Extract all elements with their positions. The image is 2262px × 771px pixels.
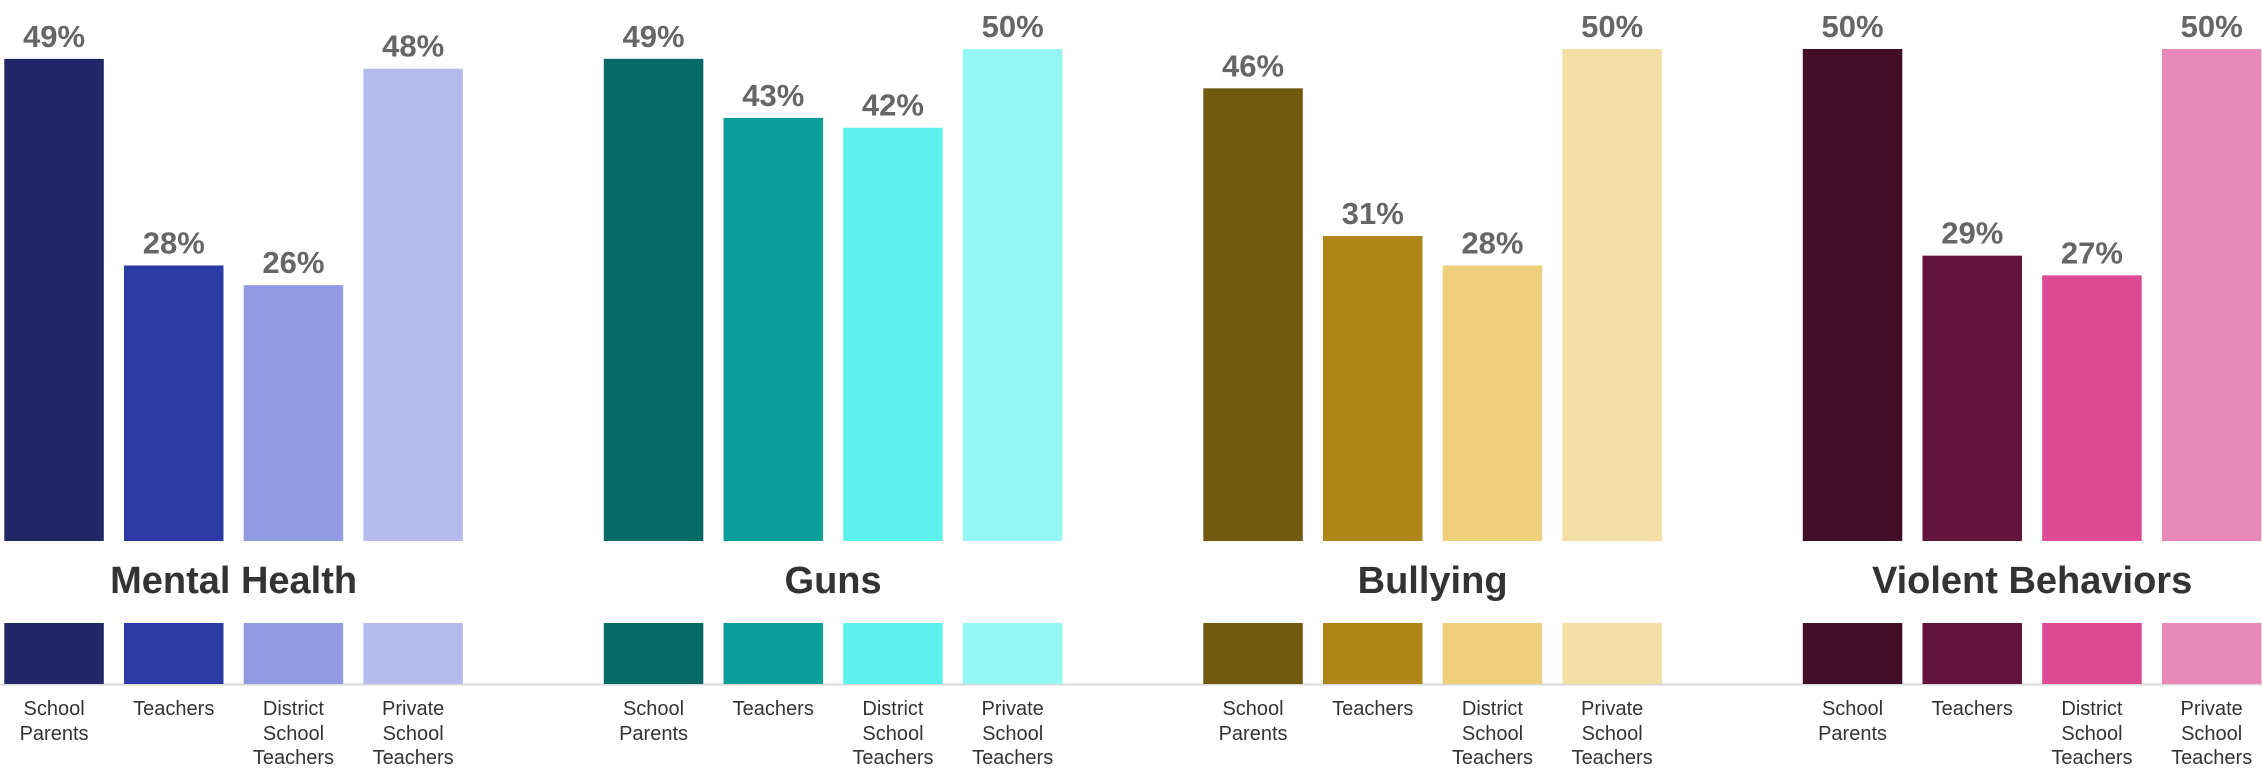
bar bbox=[962, 49, 1063, 541]
category-label: School Parents bbox=[619, 698, 689, 745]
bar bbox=[723, 117, 823, 541]
bar bbox=[1323, 235, 1423, 541]
value-label: 50% bbox=[1581, 9, 1643, 44]
category-label: District School Teachers bbox=[252, 698, 335, 769]
legend-swatch bbox=[363, 623, 463, 684]
category-label: Private School Teachers bbox=[972, 698, 1054, 769]
bar bbox=[4, 58, 104, 542]
category-label: Private School Teachers bbox=[372, 698, 454, 769]
category-label: Teachers bbox=[1931, 698, 2013, 720]
legend-swatch bbox=[1562, 623, 1662, 684]
bar bbox=[363, 68, 463, 542]
category-label: Teachers bbox=[1332, 698, 1414, 720]
legend-swatch bbox=[603, 623, 704, 684]
legend-swatch bbox=[962, 623, 1063, 684]
value-label: 29% bbox=[1941, 216, 2003, 251]
bar bbox=[1442, 265, 1543, 541]
panel-title: Mental Health bbox=[110, 560, 357, 602]
legend-swatch bbox=[1203, 623, 1303, 684]
legend-swatch bbox=[1323, 623, 1423, 684]
value-label: 46% bbox=[1222, 48, 1284, 83]
value-label: 50% bbox=[1822, 9, 1884, 44]
bar bbox=[1802, 49, 1903, 541]
value-label: 27% bbox=[2061, 235, 2123, 270]
bar bbox=[843, 127, 943, 541]
value-label: 26% bbox=[262, 245, 324, 280]
value-label: 50% bbox=[2181, 9, 2243, 44]
legend-swatch bbox=[243, 623, 344, 684]
value-label: 50% bbox=[982, 9, 1044, 44]
legend-swatch bbox=[1802, 623, 1903, 684]
panel-title: Violent Behaviors bbox=[1872, 560, 2192, 602]
category-label: District School Teachers bbox=[852, 698, 934, 769]
legend-swatch bbox=[843, 623, 943, 684]
legend-swatch bbox=[124, 623, 224, 684]
bar bbox=[124, 265, 224, 541]
panel-title: Bullying bbox=[1358, 560, 1508, 602]
category-label: Private School Teachers bbox=[2171, 698, 2253, 769]
value-label: 49% bbox=[623, 19, 685, 54]
legend-swatch bbox=[2042, 623, 2142, 684]
category-label: School Parents bbox=[1818, 698, 1888, 745]
bar bbox=[1203, 88, 1303, 542]
category-label: Teachers bbox=[732, 698, 814, 720]
value-label: 42% bbox=[862, 88, 924, 123]
category-label: Private School Teachers bbox=[1571, 698, 1653, 769]
bar bbox=[1922, 255, 2022, 541]
bar bbox=[1562, 49, 1662, 541]
legend-swatch bbox=[1922, 623, 2022, 684]
category-label: Teachers bbox=[133, 698, 215, 720]
legend-swatch bbox=[2161, 623, 2262, 684]
value-label: 49% bbox=[23, 19, 85, 54]
category-label: District School Teachers bbox=[1451, 698, 1534, 769]
value-label: 31% bbox=[1342, 196, 1404, 231]
legend-swatch bbox=[723, 623, 823, 684]
category-label: School Parents bbox=[1218, 698, 1288, 745]
category-label: District School Teachers bbox=[2051, 698, 2133, 769]
legend-swatch bbox=[1442, 623, 1543, 684]
panel-title: Guns bbox=[785, 560, 882, 602]
bar bbox=[2161, 49, 2262, 541]
bar bbox=[243, 285, 344, 541]
value-label: 28% bbox=[1461, 225, 1523, 260]
bar bbox=[603, 58, 704, 542]
bar bbox=[2042, 275, 2142, 541]
value-label: 48% bbox=[382, 29, 444, 64]
value-label: 28% bbox=[143, 225, 205, 260]
value-label: 43% bbox=[742, 78, 804, 113]
category-label: School Parents bbox=[19, 698, 89, 745]
legend-swatch bbox=[4, 623, 104, 684]
